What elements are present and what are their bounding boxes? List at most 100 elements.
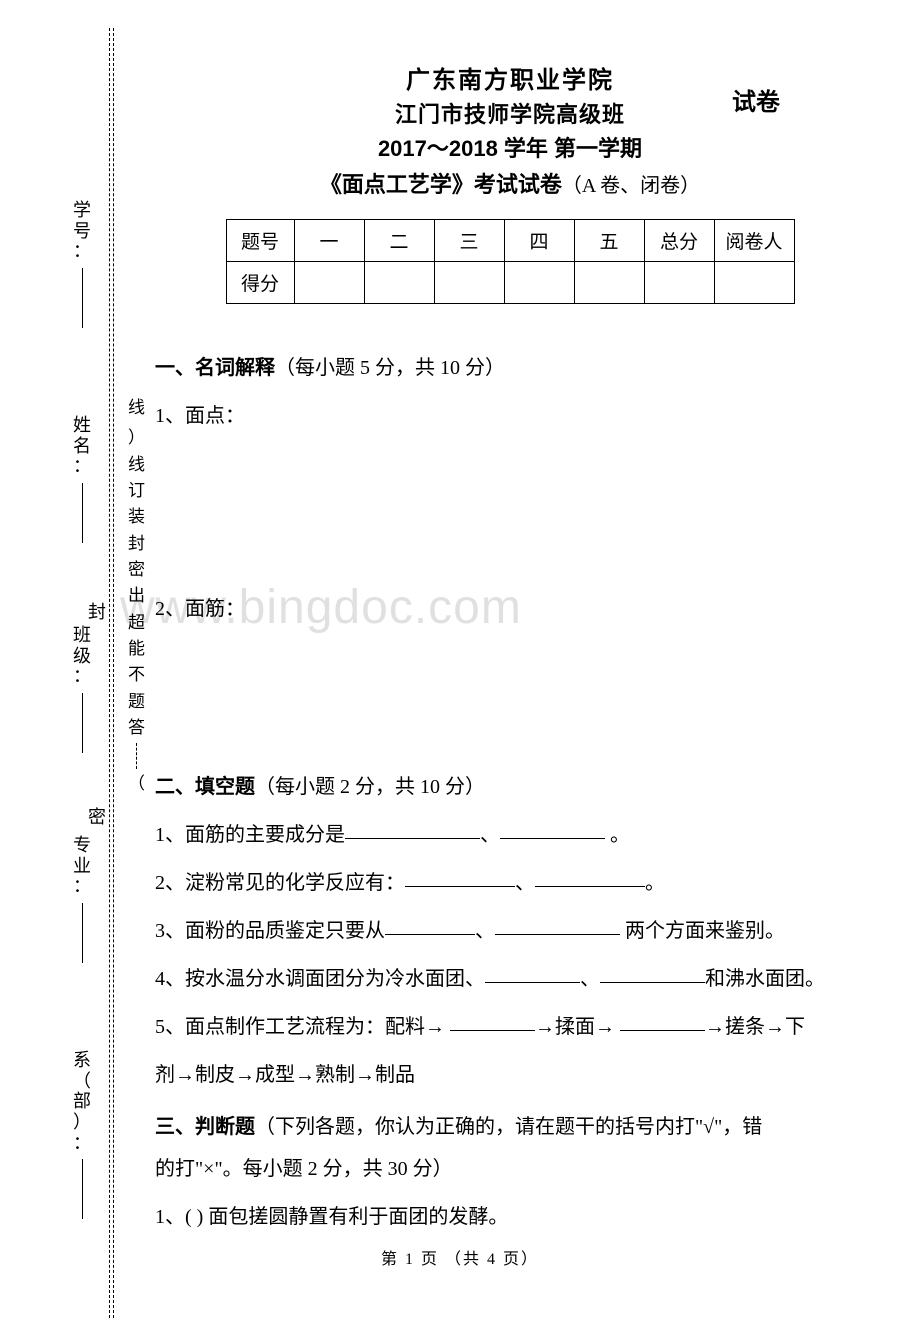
page-footer: 第 1 页 （共 4 页） xyxy=(381,1245,539,1269)
paper-variant: （A 卷、闭卷） xyxy=(562,175,700,197)
academic-year: 2017～2018 学年 第一学期 xyxy=(155,131,865,163)
cell-empty xyxy=(294,262,364,304)
course-title: 《面点工艺学》考试试卷 xyxy=(320,172,562,197)
fill-blank xyxy=(485,963,580,983)
fill-blank xyxy=(600,963,705,983)
section-2-title: 二、填空题 xyxy=(155,776,255,798)
q-text: 、 xyxy=(475,920,495,942)
anno-char: 线 xyxy=(128,452,145,478)
anno-paren-close: ） xyxy=(128,425,145,451)
q-text: 。 xyxy=(605,824,630,846)
cell-score-label: 得分 xyxy=(226,262,294,304)
q-text: 2、淀粉常见的化学反应有： xyxy=(155,872,405,894)
anno-paren-open: （ xyxy=(128,771,145,797)
seal-column: 封 密 xyxy=(88,560,106,850)
table-row: 题号 一 二 三 四 五 总分 阅卷人 xyxy=(226,220,794,262)
table-row: 得分 xyxy=(226,262,794,304)
seal-char-feng: 封 xyxy=(88,600,106,625)
section-1-title: 一、名词解释 xyxy=(155,357,275,379)
q-text: →搓条→下 xyxy=(705,1016,805,1038)
field-department: ：）部（系 xyxy=(73,1050,91,1241)
label-name: ：名姓 xyxy=(73,415,91,477)
cell-header: 五 xyxy=(574,220,644,262)
q2-2: 2、淀粉常见的化学反应有： 、 。 xyxy=(155,859,865,907)
label-department: ：）部（系 xyxy=(73,1050,91,1153)
section-2-heading: 二、填空题（每小题 2 分，共 10 分） xyxy=(155,763,865,811)
q1-1: 1、面点： xyxy=(155,392,865,440)
section-2-points: （每小题 2 分，共 10 分） xyxy=(255,776,485,798)
score-table: 题号 一 二 三 四 五 总分 阅卷人 得分 xyxy=(226,219,795,304)
answer-space xyxy=(155,440,865,585)
section-3-title: 三、判断题 xyxy=(155,1116,255,1138)
exam-header: 广东南方职业学院 江门市技师学院高级班 试卷 2017～2018 学年 第一学期… xyxy=(155,60,865,199)
cell-empty xyxy=(504,262,574,304)
label-student-id: ：号学 xyxy=(73,200,91,262)
fill-blank xyxy=(500,819,605,839)
underline xyxy=(82,483,83,543)
page-content: 广东南方职业学院 江门市技师学院高级班 试卷 2017～2018 学年 第一学期… xyxy=(155,60,865,1241)
cell-header: 总分 xyxy=(644,220,714,262)
cell-empty xyxy=(574,262,644,304)
anno-char: 订 xyxy=(128,478,145,504)
q-text: 和沸水面团。 xyxy=(705,968,825,990)
cell-header: 四 xyxy=(504,220,574,262)
q2-3: 3、面粉的品质鉴定只要从 、 两个方面来鉴别。 xyxy=(155,907,865,955)
cell-header: 三 xyxy=(434,220,504,262)
underline xyxy=(82,903,83,963)
q-text: 、 xyxy=(580,968,600,990)
answer-space xyxy=(155,633,865,753)
q-text: 1、面筋的主要成分是 xyxy=(155,824,345,846)
fill-blank xyxy=(385,915,475,935)
anno-char: 封 xyxy=(128,531,145,557)
cell-header: 阅卷人 xyxy=(714,220,794,262)
q-text: →揉面→ xyxy=(535,1016,620,1038)
anno-char: 能 xyxy=(128,636,145,662)
q-text: 两个方面来鉴别。 xyxy=(620,920,785,942)
section-1-points: （每小题 5 分，共 10 分） xyxy=(275,357,505,379)
anno-char: 不 xyxy=(128,662,145,688)
underline xyxy=(82,268,83,328)
q2-5-line2: 剂→制皮→成型→熟制→制品 xyxy=(155,1051,865,1099)
anno-char: 题 xyxy=(128,689,145,715)
fill-blank xyxy=(535,867,645,887)
anno-char: 出 xyxy=(128,583,145,609)
q-text: 3、面粉的品质鉴定只要从 xyxy=(155,920,385,942)
field-name: ：名姓 xyxy=(73,415,91,565)
anno-char: 装 xyxy=(128,504,145,530)
anno-dash xyxy=(136,743,137,769)
cell-empty xyxy=(644,262,714,304)
section-3-heading: 三、判断题（下列各题，你认为正确的，请在题干的括号内打"√"，错 xyxy=(155,1103,865,1151)
q-text: 。 xyxy=(645,872,665,894)
underline xyxy=(82,1159,83,1219)
q-text: 4、按水温分水调面团分为冷水面团、 xyxy=(155,968,485,990)
q-text: 、 xyxy=(515,872,535,894)
q2-5: 5、面点制作工艺流程为：配料→ →揉面→ →搓条→下 xyxy=(155,1003,865,1051)
cell-header: 题号 xyxy=(226,220,294,262)
cell-header: 二 xyxy=(364,220,434,262)
q2-1: 1、面筋的主要成分是 、 。 xyxy=(155,811,865,859)
section-3-instr-a: （下列各题，你认为正确的，请在题干的括号内打"√"，错 xyxy=(255,1116,762,1138)
field-student-id: ：号学 xyxy=(73,200,91,350)
seal-char-mi: 密 xyxy=(88,805,106,830)
underline xyxy=(82,693,83,753)
fill-blank xyxy=(495,915,620,935)
anno-char: 密 xyxy=(128,557,145,583)
course-title-line: 《面点工艺学》考试试卷（A 卷、闭卷） xyxy=(155,167,865,199)
fill-blank xyxy=(405,867,515,887)
section-3-instr-b: 的打"×"。每小题 2 分，共 30 分） xyxy=(155,1145,865,1193)
q-text: 5、面点制作工艺流程为：配料→ xyxy=(155,1016,450,1038)
q2-4: 4、按水温分水调面团分为冷水面团、 、 和沸水面团。 xyxy=(155,955,865,1003)
cell-empty xyxy=(434,262,504,304)
cell-empty xyxy=(364,262,434,304)
cell-header: 一 xyxy=(294,220,364,262)
cell-empty xyxy=(714,262,794,304)
binding-line-1 xyxy=(109,28,110,1318)
section-1-heading: 一、名词解释（每小题 5 分，共 10 分） xyxy=(155,344,865,392)
q3-1: 1、( ) 面包搓圆静置有利于面团的发酵。 xyxy=(155,1193,865,1241)
q-text: 、 xyxy=(480,824,500,846)
anno-line-label: 线 xyxy=(128,395,145,421)
fill-blank xyxy=(620,1011,705,1031)
q1-2: 2、面筋： xyxy=(155,585,865,633)
exam-paper-label: 试卷 xyxy=(732,82,780,117)
field-major: ：业专 xyxy=(73,835,91,985)
